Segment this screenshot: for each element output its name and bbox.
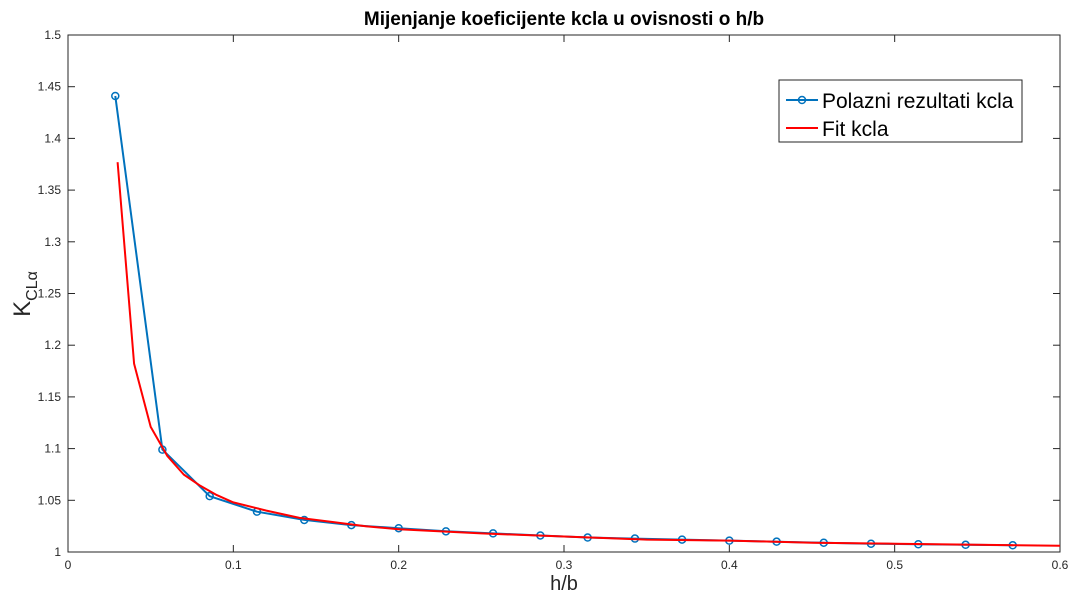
y-tick-label: 1.2 (44, 338, 61, 352)
y-axis-label-subscript: CLα (24, 271, 41, 301)
y-tick-label: 1.05 (38, 493, 62, 507)
x-tick-label: 0.3 (556, 558, 573, 572)
x-tick-label: 0.2 (390, 558, 407, 572)
series-line-1 (116, 162, 1061, 547)
x-tick-label: 0.5 (886, 558, 903, 572)
legend-marker-polazni (797, 95, 807, 105)
y-tick-label: 1.3 (44, 235, 61, 249)
y-axis-label: KCLα (9, 271, 41, 317)
y-tick-label: 1.35 (38, 183, 62, 197)
legend-label-polazni: Polazni rezultati kcla (822, 90, 1014, 113)
x-tick-label: 0.4 (721, 558, 738, 572)
legend[interactable]: Polazni rezultati kcla Fit kcla (778, 79, 1023, 143)
y-axis-label-main: K (9, 301, 36, 317)
x-tick-label: 0.1 (225, 558, 242, 572)
data-point (205, 491, 214, 501)
data-point (111, 91, 120, 101)
chart-title: Mijenjanje koeficijente kcla u ovisnosti… (364, 9, 764, 30)
y-axis: 1 1.05 1.1 1.15 1.2 1.25 1.3 1.35 1.4 1.45 1.5 (38, 28, 1060, 559)
y-tick-label: 1.15 (38, 390, 62, 404)
data-point (300, 515, 309, 525)
legend-box (778, 79, 1023, 143)
legend-label-fit: Fit kcla (822, 118, 889, 141)
x-axis: 0 0.1 0.2 0.3 0.4 0.5 0.6 (65, 35, 1069, 572)
series-layer (111, 91, 1061, 550)
x-tick-label: 0 (65, 558, 72, 572)
y-tick-label: 1.4 (44, 131, 61, 145)
y-tick-label: 1.5 (44, 28, 61, 42)
y-tick-label: 1 (54, 545, 61, 559)
x-tick-label: 0.6 (1052, 558, 1069, 572)
x-axis-label: h/b (550, 573, 578, 595)
y-tick-label: 1.25 (38, 287, 62, 301)
y-tick-label: 1.1 (44, 442, 61, 456)
y-tick-label: 1.45 (38, 80, 62, 94)
